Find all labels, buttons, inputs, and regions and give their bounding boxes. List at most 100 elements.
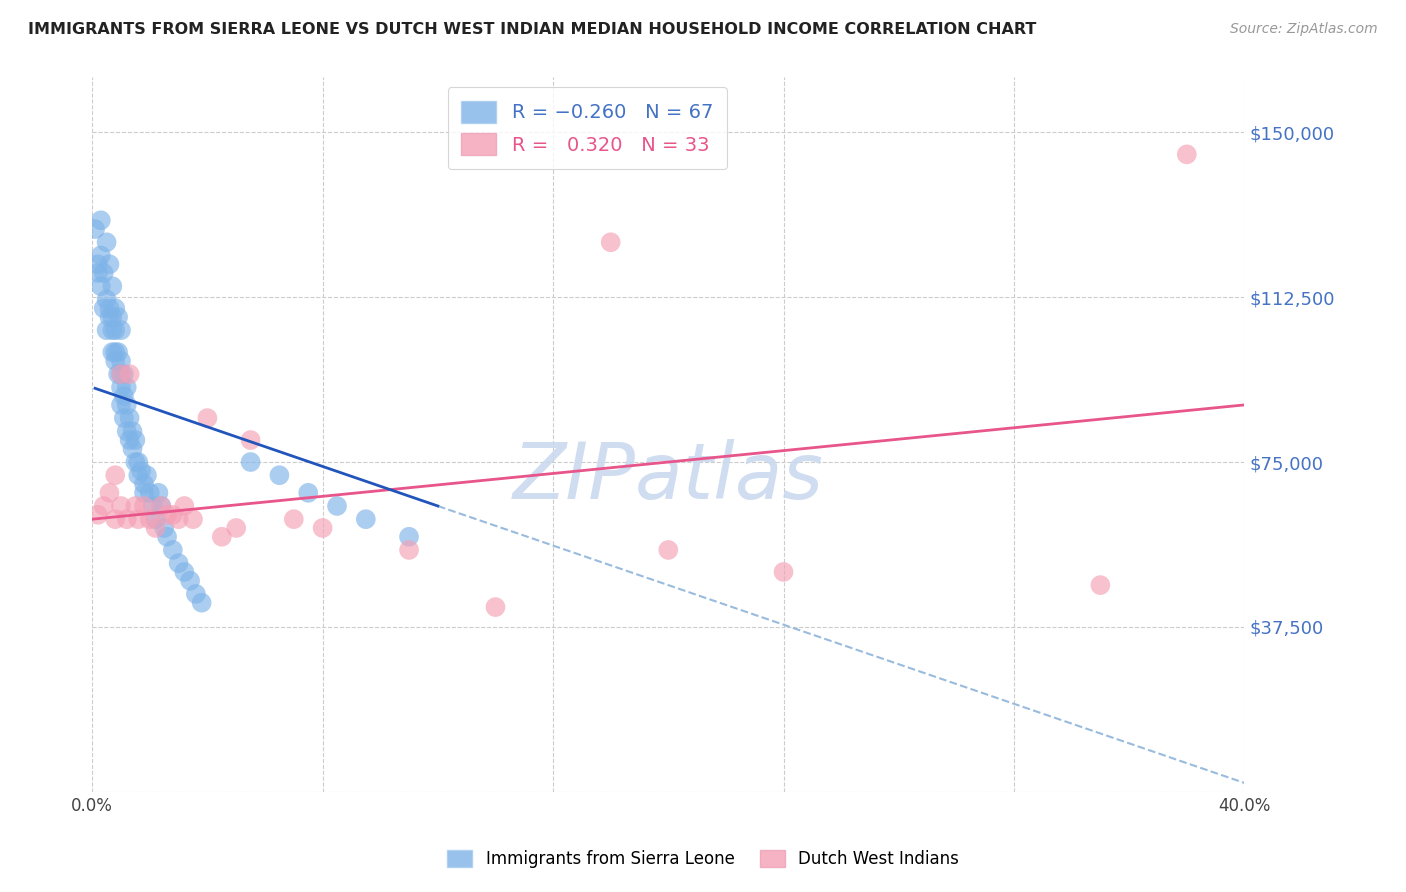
Point — [772, 565, 794, 579]
Point — [121, 442, 143, 456]
Point — [167, 512, 190, 526]
Point — [179, 574, 201, 588]
Point — [283, 512, 305, 526]
Point — [115, 512, 138, 526]
Point — [326, 499, 349, 513]
Point — [107, 367, 129, 381]
Point — [239, 433, 262, 447]
Point — [142, 499, 165, 513]
Point — [124, 433, 146, 447]
Point — [87, 266, 110, 280]
Point — [96, 293, 118, 307]
Point — [1175, 147, 1198, 161]
Point — [184, 587, 207, 601]
Point — [90, 279, 112, 293]
Legend: R = −0.260   N = 67, R =   0.320   N = 33: R = −0.260 N = 67, R = 0.320 N = 33 — [447, 87, 727, 169]
Point — [398, 543, 420, 558]
Point — [112, 411, 135, 425]
Point — [311, 521, 333, 535]
Point — [104, 345, 127, 359]
Point — [110, 367, 132, 381]
Point — [98, 485, 121, 500]
Point — [297, 485, 319, 500]
Point — [132, 499, 155, 513]
Point — [167, 556, 190, 570]
Point — [162, 508, 184, 522]
Point — [269, 468, 291, 483]
Point — [98, 301, 121, 316]
Point — [127, 512, 149, 526]
Point — [173, 499, 195, 513]
Point — [145, 521, 167, 535]
Point — [107, 345, 129, 359]
Point — [104, 512, 127, 526]
Point — [110, 398, 132, 412]
Point — [96, 323, 118, 337]
Point — [150, 499, 173, 513]
Text: ZIPatlas: ZIPatlas — [513, 440, 824, 516]
Point — [239, 455, 262, 469]
Point — [121, 424, 143, 438]
Point — [127, 468, 149, 483]
Point — [90, 248, 112, 262]
Point — [115, 424, 138, 438]
Point — [101, 323, 124, 337]
Point — [104, 468, 127, 483]
Point — [107, 310, 129, 324]
Point — [110, 499, 132, 513]
Point — [398, 530, 420, 544]
Point — [87, 257, 110, 271]
Legend: Immigrants from Sierra Leone, Dutch West Indians: Immigrants from Sierra Leone, Dutch West… — [440, 843, 966, 875]
Point — [139, 512, 162, 526]
Point — [112, 367, 135, 381]
Point — [132, 477, 155, 491]
Point — [104, 354, 127, 368]
Point — [124, 455, 146, 469]
Point — [101, 310, 124, 324]
Point — [181, 512, 204, 526]
Point — [150, 499, 173, 513]
Point — [145, 512, 167, 526]
Point — [101, 345, 124, 359]
Point — [98, 310, 121, 324]
Text: Source: ZipAtlas.com: Source: ZipAtlas.com — [1230, 22, 1378, 37]
Point — [599, 235, 621, 250]
Point — [110, 367, 132, 381]
Point — [93, 266, 115, 280]
Point — [225, 521, 247, 535]
Point — [87, 508, 110, 522]
Point — [115, 398, 138, 412]
Point — [84, 222, 107, 236]
Point — [118, 433, 141, 447]
Point — [127, 455, 149, 469]
Point — [657, 543, 679, 558]
Point — [110, 380, 132, 394]
Point — [129, 464, 152, 478]
Point — [135, 468, 157, 483]
Point — [118, 411, 141, 425]
Point — [110, 323, 132, 337]
Point — [118, 367, 141, 381]
Point — [104, 301, 127, 316]
Point — [124, 499, 146, 513]
Point — [115, 380, 138, 394]
Point — [211, 530, 233, 544]
Point — [162, 543, 184, 558]
Point — [90, 213, 112, 227]
Point — [156, 508, 179, 522]
Point — [354, 512, 377, 526]
Point — [190, 596, 212, 610]
Point — [112, 389, 135, 403]
Point — [110, 354, 132, 368]
Text: IMMIGRANTS FROM SIERRA LEONE VS DUTCH WEST INDIAN MEDIAN HOUSEHOLD INCOME CORREL: IMMIGRANTS FROM SIERRA LEONE VS DUTCH WE… — [28, 22, 1036, 37]
Point — [148, 485, 170, 500]
Point — [197, 411, 219, 425]
Point — [484, 600, 506, 615]
Point — [93, 499, 115, 513]
Point — [153, 521, 176, 535]
Point — [98, 257, 121, 271]
Point — [101, 279, 124, 293]
Point — [96, 235, 118, 250]
Point — [173, 565, 195, 579]
Point — [132, 485, 155, 500]
